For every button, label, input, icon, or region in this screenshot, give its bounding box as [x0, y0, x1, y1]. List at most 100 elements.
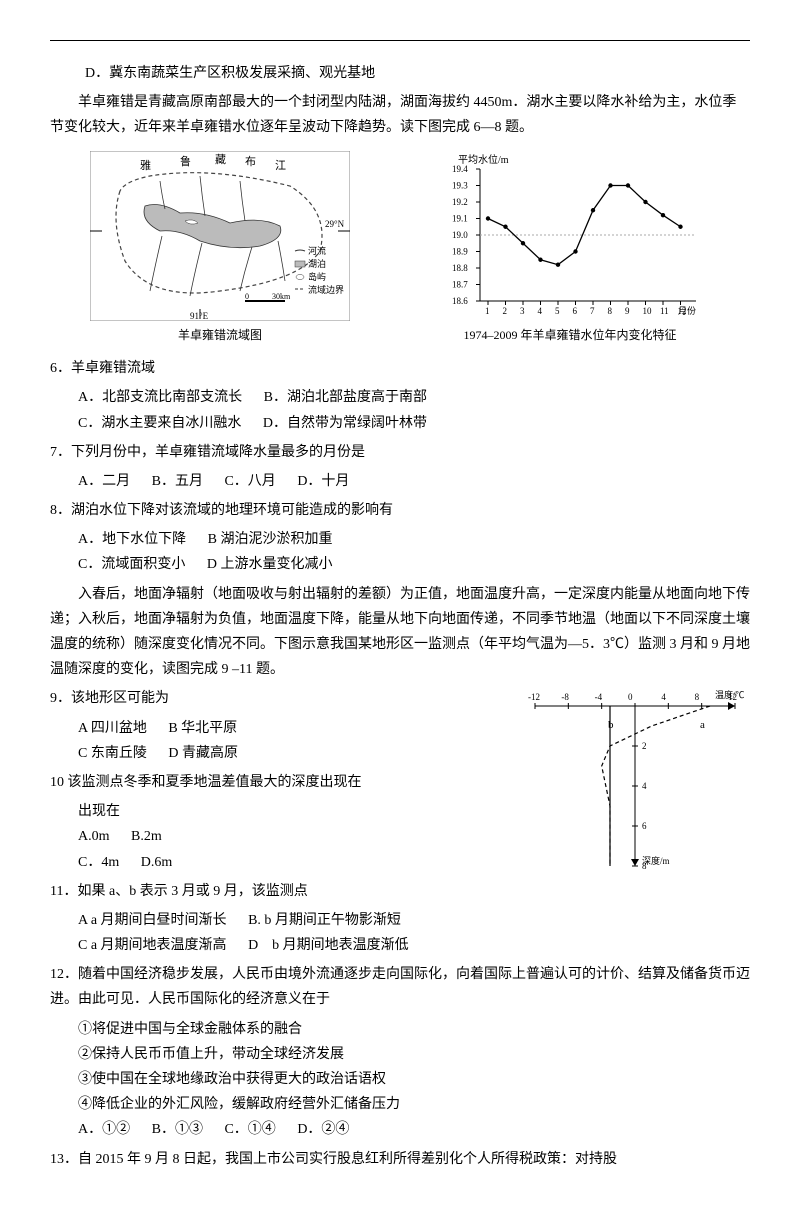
q9-c: C 东南丘陵	[78, 746, 147, 761]
map-label-bu: 布	[245, 155, 256, 168]
map-caption: 羊卓雍错流域图	[90, 325, 350, 347]
chart-svg: 平均水位/m 19.419.319.219.119.018.918.818.71…	[430, 151, 710, 321]
svg-text:-8: -8	[561, 692, 569, 702]
q6-stem: 6．羊卓雍错流域	[50, 356, 750, 381]
q6-options-row2: C．湖水主要来自冰川融水 D．自然带为常绿阔叶林带	[78, 411, 750, 436]
legend-lake: 湖泊	[308, 259, 326, 269]
svg-text:4: 4	[538, 306, 543, 316]
svg-text:2: 2	[642, 741, 647, 751]
q11-d: D b 月期间地表温度渐低	[248, 938, 409, 953]
legend-river: 河流	[308, 245, 326, 256]
q12-d: D．②④	[297, 1122, 349, 1137]
svg-text:9: 9	[625, 306, 630, 316]
q10-b: B.2m	[131, 829, 162, 844]
map-scale: 30km	[272, 292, 291, 301]
depth-chart: -12-8-404812 2468 温度/℃ 深度/m a b	[520, 686, 750, 876]
q8-a: A．地下水位下降	[78, 532, 186, 547]
svg-text:18.6: 18.6	[452, 296, 468, 306]
svg-text:-12: -12	[528, 692, 540, 702]
svg-text:4: 4	[661, 692, 666, 702]
q12-c: C．①④	[224, 1122, 275, 1137]
q8-b: B 湖泊泥沙淤积加重	[208, 532, 333, 547]
q9-a: A 四川盆地	[78, 721, 147, 736]
q9-b: B 华北平原	[168, 721, 237, 736]
map-label-lu: 鲁	[180, 154, 191, 168]
svg-text:6: 6	[642, 821, 647, 831]
q7-options: A．二月 B．五月 C．八月 D．十月	[78, 469, 750, 494]
q6-options-row1: A．北部支流比南部支流长 B．湖泊北部盐度高于南部	[78, 385, 750, 410]
intro-text-2: 入春后，地面净辐射（地面吸收与射出辐射的差额）为正值，地面温度升高，一定深度内能…	[50, 582, 750, 683]
q12-o4: ④降低企业的外汇风险，缓解政府经营外汇储备压力	[78, 1092, 750, 1117]
svg-text:7: 7	[590, 306, 595, 316]
q6-d: D．自然带为常绿阔叶林带	[263, 416, 427, 431]
svg-text:19.0: 19.0	[452, 230, 468, 240]
svg-text:11: 11	[660, 306, 669, 316]
svg-text:18.9: 18.9	[452, 246, 468, 256]
svg-text:5: 5	[555, 306, 560, 316]
figures-row: 雅 鲁 藏 布 江 29°N 91°E 0 30km 河流 湖泊 岛屿	[50, 151, 750, 347]
q6-b: B．湖泊北部盐度高于南部	[264, 390, 427, 405]
svg-text:0: 0	[628, 692, 633, 702]
q12-b: B．①③	[152, 1122, 203, 1137]
q7-stem: 7．下列月份中，羊卓雍错流域降水量最多的月份是	[50, 440, 750, 465]
q11-b: B. b 月期间正午物影渐短	[248, 913, 401, 928]
svg-text:-4: -4	[595, 692, 603, 702]
label-b: b	[608, 719, 614, 731]
map-lat: 29°N	[325, 219, 345, 229]
q8-c: C．流域面积变小	[78, 557, 185, 572]
q10-d: D.6m	[141, 855, 173, 870]
q11-options-row2: C a 月期间地表温度渐高 D b 月期间地表温度渐低	[78, 933, 750, 958]
legend-boundary: 流域边界	[308, 284, 344, 295]
map-figure: 雅 鲁 藏 布 江 29°N 91°E 0 30km 河流 湖泊 岛屿	[90, 151, 350, 347]
chart-xlabel: 月份	[678, 305, 696, 316]
q12-o2: ②保持人民币币值上升，带动全球经济发展	[78, 1042, 750, 1067]
svg-text:19.3: 19.3	[452, 180, 468, 190]
svg-text:0: 0	[245, 292, 249, 301]
map-svg: 雅 鲁 藏 布 江 29°N 91°E 0 30km 河流 湖泊 岛屿	[90, 151, 350, 321]
q6-a: A．北部支流比南部支流长	[78, 390, 242, 405]
label-a: a	[700, 719, 705, 731]
q8-stem: 8．湖泊水位下降对该流域的地理环境可能造成的影响有	[50, 498, 750, 523]
top-rule	[50, 40, 750, 41]
q8-options-row2: C．流域面积变小 D 上游水量变化减小	[78, 552, 750, 577]
svg-text:18.8: 18.8	[452, 263, 468, 273]
q12-stem: 12．随着中国经济稳步发展，人民币由境外流通逐步走向国际化，向着国际上普遍认可的…	[50, 962, 750, 1012]
q11-c: C a 月期间地表温度渐高	[78, 938, 227, 953]
svg-text:19.2: 19.2	[452, 197, 468, 207]
svg-text:8: 8	[608, 306, 613, 316]
map-label-jiang: 江	[275, 159, 286, 172]
depth-svg: -12-8-404812 2468 温度/℃ 深度/m a b	[520, 686, 750, 876]
q10-c: C．4m	[78, 855, 119, 870]
q7-a: A．二月	[78, 474, 130, 489]
q13-stem: 13．自 2015 年 9 月 8 日起，我国上市公司实行股息红利所得差别化个人…	[50, 1147, 750, 1172]
q12-o3: ③使中国在全球地缘政治中获得更大的政治话语权	[78, 1067, 750, 1092]
q11-a: A a 月期间白昼时间渐长	[78, 913, 227, 928]
svg-text:19.4: 19.4	[452, 164, 468, 174]
waterlevel-chart: 平均水位/m 19.419.319.219.119.018.918.818.71…	[430, 151, 710, 347]
intro-text-1: 羊卓雍错是青藏高原南部最大的一个封闭型内陆湖，湖面海拔约 4450m．湖水主要以…	[50, 90, 750, 140]
q10-a: A.0m	[78, 829, 110, 844]
svg-text:10: 10	[643, 306, 653, 316]
depth-xlabel: 温度/℃	[715, 689, 745, 700]
q8-d: D 上游水量变化减小	[207, 557, 333, 572]
svg-text:6: 6	[573, 306, 578, 316]
svg-text:8: 8	[695, 692, 700, 702]
q6-c: C．湖水主要来自冰川融水	[78, 416, 241, 431]
map-label-zang: 藏	[215, 153, 226, 166]
depth-ylabel: 深度/m	[642, 855, 670, 866]
option-d-prev: D．冀东南蔬菜生产区积极发展采摘、观光基地	[50, 61, 750, 86]
svg-text:1: 1	[485, 306, 490, 316]
map-lon: 91°E	[190, 311, 209, 321]
q7-c: C．八月	[224, 474, 275, 489]
chart-caption: 1974–2009 年羊卓雍错水位年内变化特征	[430, 325, 710, 347]
q8-options-row1: A．地下水位下降 B 湖泊泥沙淤积加重	[78, 527, 750, 552]
map-label-ya: 雅	[140, 158, 151, 172]
q7-b: B．五月	[152, 474, 203, 489]
q7-d: D．十月	[297, 474, 349, 489]
q11-options-row1: A a 月期间白昼时间渐长 B. b 月期间正午物影渐短	[78, 908, 750, 933]
legend-island: 岛屿	[308, 271, 326, 282]
q11-stem: 11．如果 a、b 表示 3 月或 9 月，该监测点	[50, 879, 750, 904]
q9-d: D 青藏高原	[168, 746, 238, 761]
svg-text:19.1: 19.1	[452, 213, 468, 223]
q12-o1: ①将促进中国与全球金融体系的融合	[78, 1017, 750, 1042]
